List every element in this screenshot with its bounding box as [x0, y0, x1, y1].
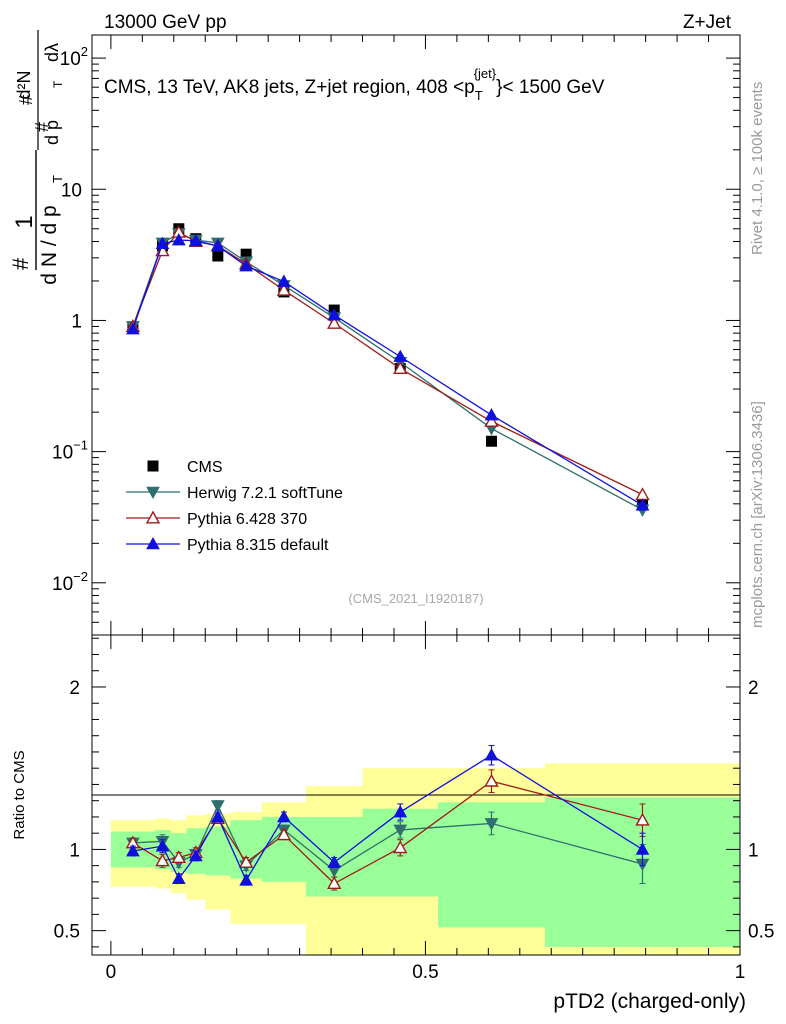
ylabel-hash-2: # — [32, 122, 52, 132]
legend-marker — [145, 510, 161, 524]
data-point — [210, 238, 225, 252]
main-y-tick-label: 10−1 — [52, 438, 88, 464]
ylabel-num-den: d p — [42, 120, 62, 145]
ratio-y-tick-label: 2 — [69, 678, 80, 699]
main-y-tick-label: 10−2 — [52, 569, 88, 595]
data-point — [327, 307, 342, 321]
ratio-point — [277, 809, 291, 823]
legend-entry: CMS — [147, 459, 223, 476]
ratio-y-tick-label-right: 1 — [748, 840, 759, 861]
main-y-tick-label: 10 — [61, 180, 82, 201]
ratio-y-tick-label: 1 — [69, 840, 80, 861]
ratio-point — [484, 748, 499, 761]
ratio-y-axis-label: Ratio to CMS — [11, 750, 28, 839]
ratio-point — [635, 812, 650, 826]
data-point — [155, 236, 170, 249]
ylabel-d2n: d²N — [14, 70, 34, 99]
data-point — [393, 349, 408, 362]
ratio-point — [210, 800, 225, 813]
header-right: Z+Jet — [683, 12, 732, 33]
ratio-point — [276, 827, 292, 841]
ratio-frame — [91, 634, 741, 956]
series-pythia-8-315-default — [126, 233, 650, 511]
ratio-y-tick-label-right: 0.5 — [748, 922, 774, 943]
main-y-tick-label: 1 — [71, 311, 82, 332]
main-y-tick-label: 102 — [60, 44, 88, 70]
analysis-watermark: (CMS_2021_I1920187) — [348, 591, 483, 606]
legend-marker — [146, 536, 160, 550]
legend-marker — [147, 460, 159, 472]
legend-entry: Pythia 8.315 default — [126, 536, 329, 554]
ratio-axis-ticks: 0.5 0.51 12 20 0.5 1 — [54, 635, 774, 983]
x-axis-label: pTD2 (charged-only) — [553, 990, 746, 1013]
data-point — [276, 282, 292, 296]
ratio-point — [393, 824, 408, 837]
ratio-point — [327, 876, 342, 890]
ylabel-hash-1: # — [8, 257, 33, 270]
data-point — [277, 274, 291, 287]
ratio-point — [171, 871, 186, 884]
mcplots-side-label: mcplots.cern.ch [arXiv:1306.3436] — [749, 401, 766, 628]
ratio-y-tick-label-right: 2 — [748, 678, 759, 699]
data-point — [484, 413, 499, 427]
data-point — [327, 315, 342, 329]
ratio-point — [188, 848, 203, 862]
data-point — [635, 498, 650, 511]
legend-entry: Pythia 6.428 370 — [126, 510, 307, 528]
ratio-panel: 0.5 0.51 12 20 0.5 1 — [54, 634, 774, 983]
ratio-point — [126, 844, 140, 857]
data-point — [485, 435, 497, 447]
ylabel-num-pt-sub: T — [51, 80, 65, 88]
ylabel-pt-sub: T — [50, 175, 65, 183]
legend-label: Herwig 7.2.1 softTune — [187, 485, 343, 502]
legend-marker — [146, 486, 160, 500]
band-green — [205, 826, 231, 876]
data-point — [393, 361, 408, 375]
data-point — [240, 248, 252, 260]
data-point — [635, 487, 650, 501]
data-point — [484, 408, 499, 421]
x-tick-label: 0 — [106, 962, 117, 983]
ratio-point — [171, 850, 187, 864]
ratio-point — [210, 809, 225, 823]
legend-label: CMS — [187, 459, 223, 476]
ratio-series-pythia-8-315-default — [126, 744, 650, 886]
ylabel-denominator: d N / d p — [38, 205, 61, 284]
ratio-series — [125, 744, 650, 891]
main-series — [125, 223, 650, 517]
x-tick-label: 1 — [735, 962, 746, 983]
ratio-point — [239, 873, 253, 886]
ratio-point — [393, 840, 408, 854]
ratio-point — [327, 855, 342, 868]
ratio-point — [155, 853, 170, 867]
ylabel-dlambda: dλ — [42, 43, 62, 62]
ratio-point — [393, 805, 408, 818]
ratio-point — [484, 818, 499, 831]
ylabel-hash-3: # — [16, 95, 36, 105]
legend-label: Pythia 6.428 370 — [187, 511, 307, 528]
data-point — [239, 258, 253, 272]
ylabel-one: 1 — [11, 215, 38, 228]
ratio-point — [155, 839, 170, 852]
series-line — [132, 231, 643, 496]
main-y-axis-label: # 1 d N / d p T # # d²N d p T dλ — [8, 30, 65, 285]
data-point — [171, 233, 186, 246]
main-axis-ticks: 10−2 10−1 1 10 102 — [52, 35, 741, 636]
ratio-point — [635, 842, 650, 855]
data-point — [212, 250, 224, 262]
main-title: CMS, 13 TeV, AK8 jets, Z+jet region, 408… — [104, 66, 605, 103]
data-point — [126, 322, 140, 335]
header-left: 13000 GeV pp — [104, 12, 227, 33]
legend-label: Pythia 8.315 default — [187, 537, 329, 554]
legend-entry: Herwig 7.2.1 softTune — [126, 485, 343, 502]
rivet-side-label: Rivet 4.1.0, ≥ 100k events — [749, 82, 766, 255]
ratio-point — [238, 854, 254, 868]
data-point — [188, 233, 203, 247]
ratio-point — [484, 773, 499, 787]
main-panel: 10−2 10−1 1 10 102 — [52, 34, 741, 636]
x-tick-label: 0.5 — [412, 962, 438, 983]
ratio-y-tick-label: 0.5 — [54, 922, 80, 943]
legend: CMS Herwig 7.2.1 softTune Pythia 6.428 370… — [126, 459, 343, 554]
